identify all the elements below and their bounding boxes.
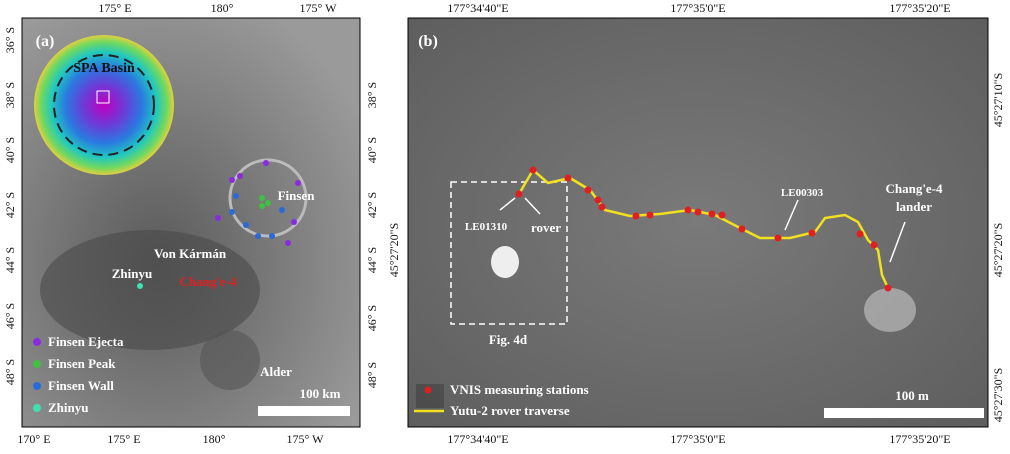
annotation: Fig. 4d [489,332,528,347]
crater [200,330,260,390]
bottom-tick-label: 180° [203,432,226,446]
legend-label: Zhinyu [48,400,88,415]
annotation: rover [531,220,561,235]
bottom-tick-label: 177°35'20"E [889,432,950,446]
place-label: Chang'e-4 [179,274,237,289]
vnis-stations [515,166,892,292]
panel-label: (b) [418,33,438,50]
right-tick-label: 40° S [365,137,379,163]
top-tick-label: 175° E [98,1,131,15]
right-tick-label: 45°27'10"S [991,73,1005,128]
right-tick-label: 45°27'20"S [991,223,1005,278]
right-tick-label: 48° S [365,362,379,388]
left-tick-label: 44° S [3,247,17,273]
crater [491,246,519,278]
panel-label: (a) [36,33,55,50]
left-tick-label: 45°27'20"S [387,223,401,278]
crater [864,288,916,332]
inset-label: SPA Basin [73,61,135,76]
scale-bar [824,408,984,418]
top-tick-label: 177°35'0"E [670,1,725,15]
legend-label: Finsen Ejecta [48,334,124,349]
left-tick-label: 42° S [3,192,17,218]
left-tick-label: 46° S [3,303,17,329]
annotation: LE00303 [781,187,824,199]
annotation: Chang'e-4 [885,181,943,196]
crater [40,230,260,350]
bottom-tick-label: 175° W [287,432,325,446]
left-tick-label: 38° S [3,82,17,108]
scale-label: 100 m [895,388,929,403]
panel-b-image [407,17,989,428]
right-tick-label: 46° S [365,305,379,331]
place-label: Zhinyu [112,266,152,281]
left-tick-label: 48° S [3,359,17,385]
finsen-points [137,160,301,289]
fig4d-box [450,181,568,325]
scale-label: 100 km [300,386,341,401]
inset-ring [53,54,155,156]
place-label: Finsen [278,188,316,203]
inset-box [96,90,110,104]
place-label: Von Kármán [154,246,227,261]
legend-a [33,338,41,412]
right-tick-label: 44° S [365,247,379,273]
left-tick-label: 40° S [3,137,17,163]
bottom-tick-label: 175° E [107,432,140,446]
right-tick-label: 45°27'30"S [991,368,1005,423]
annotation: lander [896,199,932,214]
arrows [499,197,906,263]
place-label: Alder [260,364,292,379]
bottom-tick-label: 177°34'40"E [447,432,508,446]
crater [228,158,308,238]
legend-label: Finsen Wall [48,378,114,393]
legend-label: VNIS measuring stations [450,382,589,397]
right-tick-label: 38° S [365,82,379,108]
top-tick-label: 175° W [300,1,338,15]
bottom-tick-label: 170° E [17,432,50,446]
left-tick-label: 36° S [3,27,17,53]
top-tick-label: 180° [211,1,234,15]
right-tick-label: 42° S [365,192,379,218]
annotation: LE01310 [465,221,508,233]
scale-bar [258,406,350,416]
top-tick-label: 177°34'40"E [447,1,508,15]
legend-label: Finsen Peak [48,356,116,371]
bottom-tick-label: 177°35'0"E [670,432,725,446]
top-tick-label: 177°35'20"E [889,1,950,15]
legend-b [414,384,444,413]
legend-label: Yutu-2 rover traverse [450,403,570,418]
